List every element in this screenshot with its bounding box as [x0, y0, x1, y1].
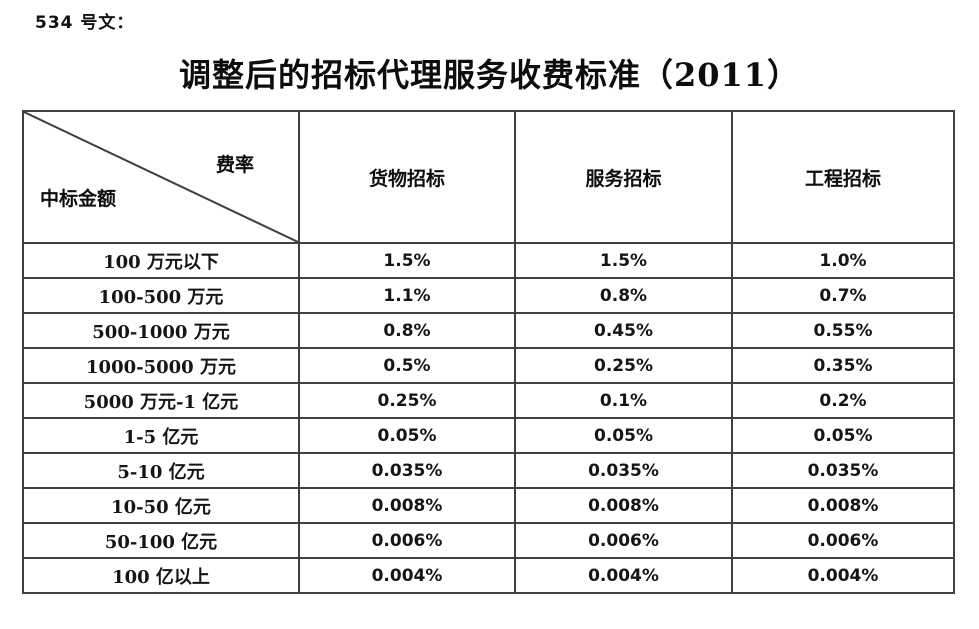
doc-ref-label: 534 号文： — [35, 13, 135, 33]
fee-value: 0.004% — [298, 557, 516, 594]
table-row: 5000 万元-1 亿元 0.25% 0.1% 0.2% — [22, 382, 955, 419]
row-label: 100-500 万元 — [22, 277, 300, 314]
fee-value: 0.35% — [731, 347, 955, 384]
fee-value: 0.006% — [514, 522, 733, 559]
corner-label-amount: 中标金额 — [40, 188, 117, 210]
fee-standard-table: 费率 中标金额 货物招标 服务招标 工程招标 100 万元以下 1.5% 1.5… — [22, 110, 955, 594]
table-row: 100 亿以上 0.004% 0.004% 0.004% — [22, 557, 955, 594]
fee-value: 0.008% — [514, 487, 733, 524]
table-row: 500-1000 万元 0.8% 0.45% 0.55% — [22, 312, 955, 349]
fee-value: 0.035% — [514, 452, 733, 489]
row-label: 5000 万元-1 亿元 — [22, 382, 300, 419]
column-header-engineering: 工程招标 — [731, 110, 955, 244]
table-row: 1-5 亿元 0.05% 0.05% 0.05% — [22, 417, 955, 454]
fee-value: 0.05% — [298, 417, 516, 454]
fee-value: 0.1% — [514, 382, 733, 419]
corner-header-cell: 费率 中标金额 — [22, 110, 300, 244]
fee-value: 1.5% — [298, 242, 516, 279]
fee-value: 0.004% — [731, 557, 955, 594]
row-label: 10-50 亿元 — [22, 487, 300, 524]
table-row: 100 万元以下 1.5% 1.5% 1.0% — [22, 242, 955, 279]
row-label: 5-10 亿元 — [22, 452, 300, 489]
row-label: 50-100 亿元 — [22, 522, 300, 559]
column-header-goods: 货物招标 — [298, 110, 516, 244]
fee-value: 0.8% — [514, 277, 733, 314]
fee-value: 0.2% — [731, 382, 955, 419]
header-row: 费率 中标金额 货物招标 服务招标 工程招标 — [22, 110, 955, 244]
fee-value: 1.1% — [298, 277, 516, 314]
fee-value: 0.25% — [298, 382, 516, 419]
corner-label-rate: 费率 — [215, 154, 254, 176]
fee-value: 0.05% — [731, 417, 955, 454]
table-row: 10-50 亿元 0.008% 0.008% 0.008% — [22, 487, 955, 524]
fee-value: 0.7% — [731, 277, 955, 314]
fee-value: 0.035% — [298, 452, 516, 489]
row-label: 1000-5000 万元 — [22, 347, 300, 384]
fee-value: 0.55% — [731, 312, 955, 349]
table-row: 5-10 亿元 0.035% 0.035% 0.035% — [22, 452, 955, 489]
table-row: 100-500 万元 1.1% 0.8% 0.7% — [22, 277, 955, 314]
fee-value: 0.035% — [731, 452, 955, 489]
fee-value: 0.8% — [298, 312, 516, 349]
fee-value: 1.5% — [514, 242, 733, 279]
row-label: 1-5 亿元 — [22, 417, 300, 454]
fee-value: 0.006% — [298, 522, 516, 559]
table-row: 1000-5000 万元 0.5% 0.25% 0.35% — [22, 347, 955, 384]
fee-value: 0.006% — [731, 522, 955, 559]
row-label: 100 亿以上 — [22, 557, 300, 594]
column-header-services: 服务招标 — [514, 110, 733, 244]
fee-value: 0.008% — [731, 487, 955, 524]
fee-value: 0.004% — [514, 557, 733, 594]
page-title: 调整后的招标代理服务收费标准（2011） — [178, 56, 801, 94]
fee-value: 0.5% — [298, 347, 516, 384]
row-label: 100 万元以下 — [22, 242, 300, 279]
fee-value: 0.008% — [298, 487, 516, 524]
table-row: 50-100 亿元 0.006% 0.006% 0.006% — [22, 522, 955, 559]
fee-value: 0.05% — [514, 417, 733, 454]
fee-value: 1.0% — [731, 242, 955, 279]
fee-value: 0.25% — [514, 347, 733, 384]
row-label: 500-1000 万元 — [22, 312, 300, 349]
diagonal-divider-line — [24, 112, 298, 242]
fee-value: 0.45% — [514, 312, 733, 349]
